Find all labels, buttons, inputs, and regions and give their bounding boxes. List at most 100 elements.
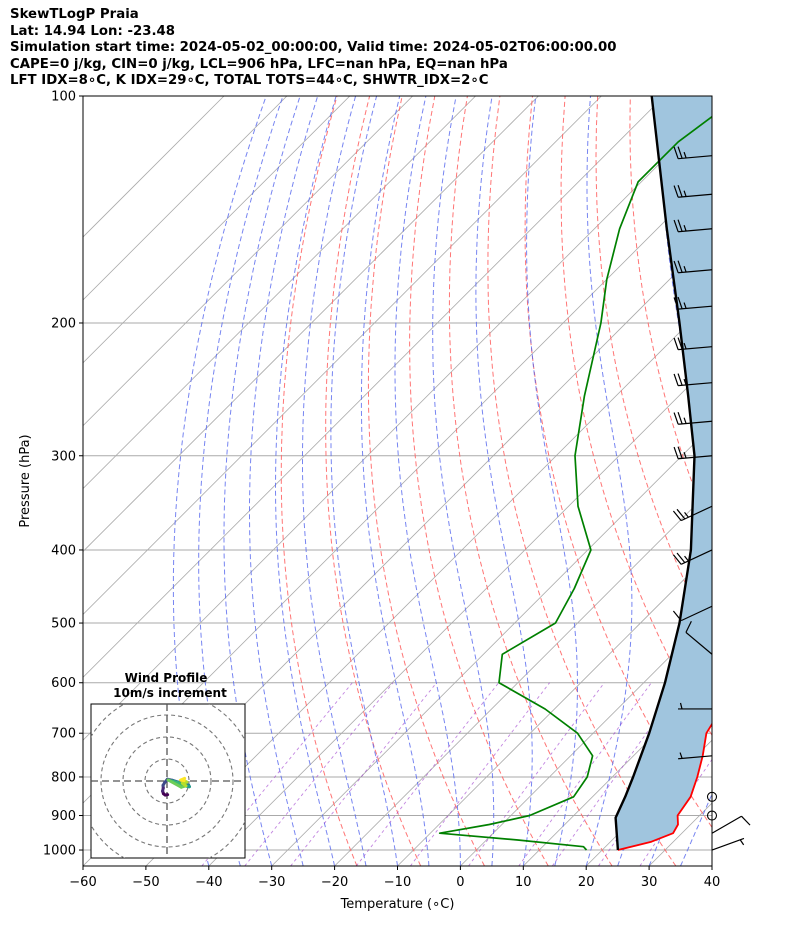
isotherm-line xyxy=(460,613,712,866)
y-tick-label: 400 xyxy=(51,543,76,558)
y-tick-label: 700 xyxy=(51,727,76,742)
isotherm-line xyxy=(711,865,712,866)
isotherm-line xyxy=(83,96,288,301)
wind-barb xyxy=(672,605,713,622)
cin-cape-shading xyxy=(615,96,712,850)
time-line: Simulation start time: 2024-05-02_00:00:… xyxy=(10,40,617,55)
isotherm-line xyxy=(145,299,712,866)
wind-barb xyxy=(673,185,713,198)
moist-adiabat xyxy=(585,96,633,866)
isotherm-line xyxy=(397,550,712,866)
dry-adiabat xyxy=(280,96,358,866)
isotherm-line xyxy=(775,96,794,866)
x-tick-label: 30 xyxy=(641,875,658,890)
x-tick-label: 40 xyxy=(704,875,721,890)
moist-adiabat xyxy=(360,96,430,866)
mixing-ratio-line xyxy=(468,682,605,866)
moist-adiabat xyxy=(172,96,267,866)
isotherm-line xyxy=(271,425,712,866)
cape-line: CAPE=0 j/kg, CIN=0 j/kg, LCL=906 hPa, LF… xyxy=(10,56,508,72)
dry-adiabat xyxy=(728,96,794,866)
wind-barb xyxy=(685,621,713,655)
y-tick-label: 900 xyxy=(51,809,76,824)
isotherm-line xyxy=(83,110,712,741)
moist-adiabat xyxy=(249,96,319,866)
moist-adiabat xyxy=(432,96,495,866)
dry-adiabat xyxy=(448,96,613,866)
wind-barb xyxy=(672,549,713,565)
mixing-ratio-line xyxy=(551,682,684,866)
dry-adiabat xyxy=(409,96,549,866)
chart-title: SkewTLogP Praia xyxy=(10,7,139,22)
wind-barb xyxy=(673,260,713,274)
wind-barb xyxy=(673,337,713,351)
mixing-ratio-line xyxy=(410,682,550,866)
isotherm-line xyxy=(83,96,665,678)
x-axis-label: Temperature (∘C) xyxy=(340,897,455,912)
wind-barb xyxy=(678,702,712,710)
mixing-ratio-line xyxy=(518,682,652,866)
x-tick-label: −50 xyxy=(132,875,159,890)
y-tick-label: 100 xyxy=(51,90,76,105)
y-tick-label: 500 xyxy=(51,617,76,632)
x-tick-label: −40 xyxy=(195,875,222,890)
wind-barb xyxy=(678,752,713,760)
x-tick-label: −60 xyxy=(69,875,96,890)
mixing-ratio-line xyxy=(290,682,437,866)
hodograph-ring xyxy=(122,736,212,826)
dry-adiabat xyxy=(325,96,422,866)
index-line: LFT IDX=8∘C, K IDX=29∘C, TOTAL TOTS=44∘C… xyxy=(10,73,489,88)
wind-barb xyxy=(673,446,713,460)
x-tick-label: −30 xyxy=(258,875,285,890)
dry-adiabat xyxy=(524,96,712,829)
moist-adiabat xyxy=(526,96,578,866)
hodograph-segment xyxy=(179,776,187,782)
moist-adiabat xyxy=(394,96,461,866)
y-tick-label: 200 xyxy=(51,316,76,331)
moist-adiabat xyxy=(330,96,398,866)
temperature-profile-line xyxy=(617,722,712,851)
y-tick-label: 300 xyxy=(51,449,76,464)
wind-barb xyxy=(673,373,713,387)
moist-adiabat xyxy=(680,792,712,866)
dry-adiabat xyxy=(595,96,712,640)
x-tick-label: −20 xyxy=(321,875,348,890)
wind-barb xyxy=(673,219,713,233)
dry-adiabat xyxy=(761,96,794,866)
isotherm-line xyxy=(83,96,413,427)
dry-adiabat xyxy=(487,96,677,866)
moist-adiabat xyxy=(275,96,337,866)
hodograph-ring xyxy=(144,758,190,804)
isotherm-line xyxy=(83,96,351,364)
wind-barb xyxy=(673,296,713,310)
wind-barb xyxy=(673,411,713,425)
moist-adiabat xyxy=(223,96,301,866)
y-tick-label: 800 xyxy=(51,770,76,785)
moist-adiabat xyxy=(198,96,284,866)
wind-barb xyxy=(672,505,713,522)
dry-adiabat xyxy=(367,96,485,866)
moist-adiabat xyxy=(475,96,533,866)
hodograph-subtitle: 10m/s increment xyxy=(113,686,227,700)
hodograph-title: Wind Profile xyxy=(125,671,208,685)
mixing-ratio-line xyxy=(244,682,394,866)
wind-barb xyxy=(706,810,718,821)
wind-barb xyxy=(711,837,745,851)
location-line: Lat: 14.94 Lon: -23.48 xyxy=(10,23,176,39)
x-tick-label: 20 xyxy=(578,875,595,890)
x-tick-label: 0 xyxy=(456,875,464,890)
moist-adiabat xyxy=(302,96,367,866)
isotherm-line xyxy=(83,96,539,553)
y-tick-label: 1000 xyxy=(43,844,76,859)
wind-barb xyxy=(706,791,718,802)
isotherm-line xyxy=(334,488,712,866)
isotherm-line xyxy=(83,96,225,238)
wind-barb xyxy=(711,815,751,834)
hodograph-segment xyxy=(166,778,183,789)
y-axis-label: Pressure (hPa) xyxy=(18,434,33,527)
y-tick-label: 600 xyxy=(51,676,76,691)
x-tick-label: 10 xyxy=(515,875,532,890)
mixing-ratio-line xyxy=(355,682,499,866)
x-tick-label: −10 xyxy=(384,875,411,890)
